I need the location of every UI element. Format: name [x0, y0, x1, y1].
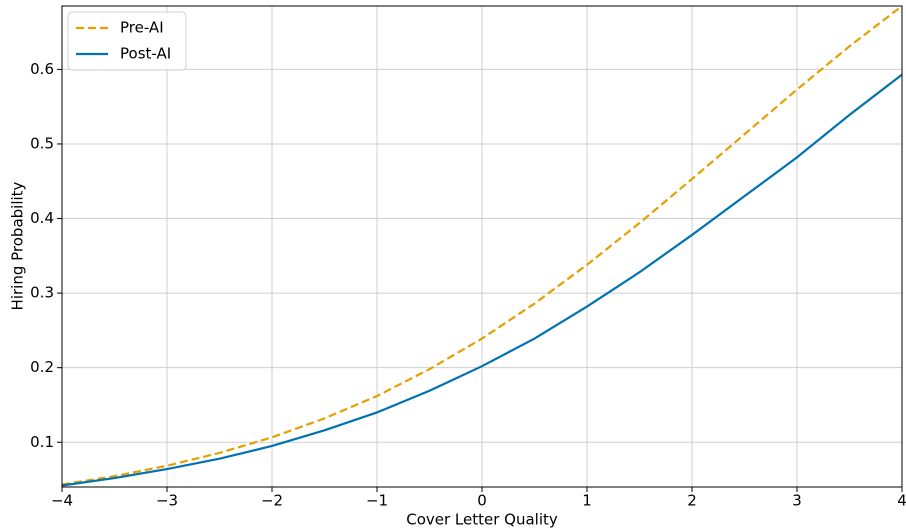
x-tick-label: −2 [261, 492, 283, 510]
x-tick-label: 0 [477, 492, 487, 510]
x-axis-label: Cover Letter Quality [406, 511, 558, 529]
line-series [62, 6, 902, 486]
y-tick-label: 0.3 [30, 284, 54, 302]
legend-label: Post-AI [120, 45, 171, 63]
y-tick-label: 0.6 [30, 60, 54, 78]
y-tick-label: 0.5 [30, 134, 54, 152]
y-tick-label: 0.4 [30, 209, 54, 227]
y-tick-label: 0.1 [30, 433, 54, 451]
line-series [62, 73, 902, 487]
x-tick-label: 2 [687, 492, 697, 510]
legend-label: Pre-AI [120, 19, 164, 37]
x-tick-label: 3 [792, 492, 802, 510]
y-tick-label: 0.2 [30, 358, 54, 376]
x-tick-label: 1 [582, 492, 592, 510]
y-axis-label: Hiring Probability [9, 181, 27, 310]
legend-box [67, 11, 187, 71]
x-tick-label: −3 [156, 492, 178, 510]
plot-frame [61, 5, 903, 488]
x-tick-label: −1 [366, 492, 388, 510]
x-tick-label: 4 [897, 492, 906, 510]
x-tick-label: −4 [51, 492, 73, 510]
